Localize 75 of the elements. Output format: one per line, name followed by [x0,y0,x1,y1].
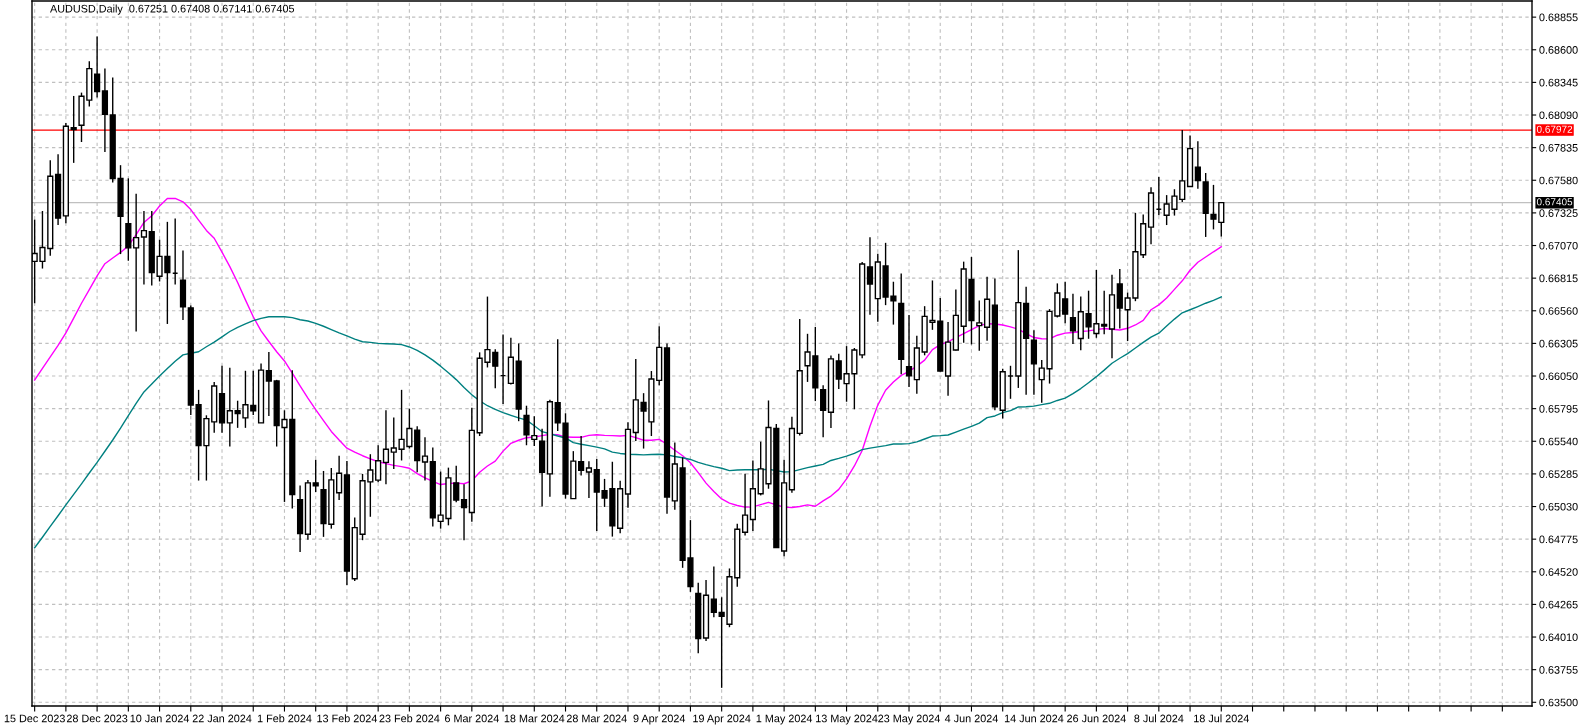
x-tick-label: 4 Jun 2024 [944,714,998,723]
x-tick-label: 23 Feb 2024 [379,714,440,723]
candlestick [531,415,538,447]
x-tick-label: 13 Feb 2024 [317,714,378,723]
candlestick [133,193,140,333]
y-tick-label: 0.66560 [1539,307,1578,315]
x-tick-label: 1 Feb 2024 [257,714,312,723]
y-tick-label: 0.66305 [1539,339,1578,348]
y-tick-label: 0.66815 [1539,274,1578,283]
y-tick-label: 0.68345 [1539,78,1578,87]
y-tick-label: 0.68855 [1539,13,1578,22]
x-tick-label: 23 May 2024 [878,714,941,725]
candlestick [976,299,983,352]
x-tick-label: 6 Mar 2024 [444,714,499,723]
candlestick [421,436,429,482]
y-tick-label: 0.64010 [1539,633,1578,642]
candlestick [336,455,343,501]
candlestick [460,483,468,541]
candlestick [710,565,717,619]
y-tick-label: 0.64520 [1539,568,1578,576]
y-tick-label: 0.64775 [1539,535,1578,544]
x-tick-label: 19 Apr 2024 [693,714,751,725]
x-tick-label: 1 May 2024 [756,714,813,725]
y-tick-label: 0.65030 [1539,502,1578,511]
y-tick-label: 0.67835 [1539,144,1578,152]
y-tick-label: 0.67325 [1539,209,1578,217]
x-tick-label: 13 May 2024 [816,714,878,725]
candlestick [1069,292,1077,345]
x-tick-label: 28 Dec 2023 [66,714,128,723]
x-tick-label: 9 Apr 2024 [633,714,686,725]
candlestick [1030,329,1038,396]
candlestick [1194,140,1201,190]
y-tick-label: 0.67580 [1539,176,1578,185]
y-tick-label: 0.65795 [1539,405,1578,413]
candlestick [265,351,272,417]
y-tick-label: 0.65285 [1539,470,1578,478]
y-tick-label: 0.67070 [1539,241,1578,250]
x-tick-label: 18 Jul 2024 [1194,714,1249,723]
x-tick-label: 22 Jan 2024 [192,714,252,723]
y-tick-label: 0.65540 [1539,437,1578,446]
candlestick [523,405,530,446]
candlestick [382,409,390,485]
y-tick-label: 0.68600 [1539,46,1578,54]
candlestick [70,95,77,164]
line-series [33,296,1222,549]
candlestick [375,444,382,483]
x-tick-label: 10 Jan 2024 [130,714,190,723]
x-tick-label: 15 Dec 2023 [4,714,65,723]
line-series [33,197,1222,509]
y-tick-label: 0.68090 [1539,111,1578,120]
candlestick [585,460,593,499]
x-tick-label: 28 Mar 2024 [566,714,627,723]
y-tick-label: 0.63500 [1539,698,1578,707]
ref-line-label: 0.67405 [1536,198,1573,206]
candlestick [905,314,913,388]
candlestick [866,236,874,316]
candlestick [820,384,827,439]
candlestick [93,35,101,99]
candlestick [140,210,148,286]
ref-line-label: 0.67972 [1536,125,1573,133]
candlestick [226,367,233,448]
y-tick-label: 0.64265 [1539,600,1578,609]
x-tick-label: 26 Jun 2024 [1067,714,1126,723]
x-tick-label: 8 Jul 2024 [1134,714,1184,723]
y-tick-label: 0.63755 [1539,666,1578,674]
candlestick [312,459,319,493]
x-tick-label: 14 Jun 2024 [1004,714,1064,723]
candlestick [101,67,109,153]
x-tick-label: 18 Mar 2024 [504,714,565,723]
candlestick [1101,289,1108,335]
candlestick [578,435,585,477]
annotation: AUDUSD,Daily 0.67251 0.67408 0.67141 0.67405 [50,4,295,15]
candlestick [1062,281,1069,325]
y-tick-label: 0.66050 [1539,372,1578,381]
candlestick [741,472,749,537]
